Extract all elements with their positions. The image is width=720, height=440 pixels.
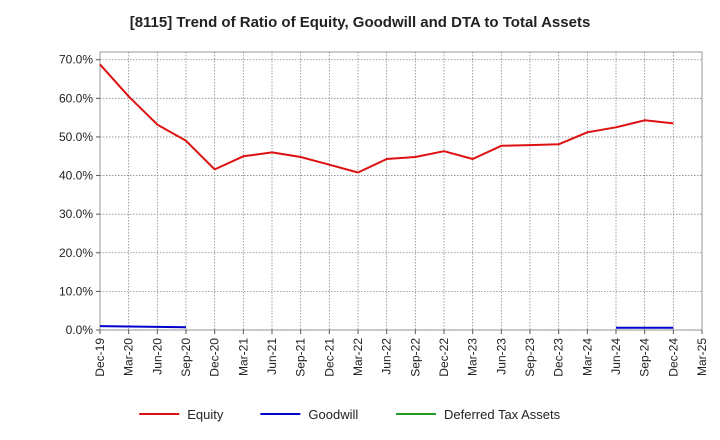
x-tick-label: Mar-22 bbox=[351, 338, 365, 376]
x-tick-label: Sep-20 bbox=[179, 338, 193, 377]
x-tick-label: Dec-22 bbox=[437, 338, 451, 377]
x-tick-label: Mar-20 bbox=[122, 338, 136, 376]
y-tick-label: 30.0% bbox=[59, 207, 93, 221]
x-tick-label: Jun-20 bbox=[150, 338, 164, 375]
x-tick-label: Dec-19 bbox=[93, 338, 107, 377]
x-axis: Dec-19 Mar-20 Jun-20 Sep-20 Dec-20 Mar-21 Jun-… bbox=[93, 330, 709, 377]
y-tick-label: 50.0% bbox=[59, 130, 93, 144]
x-tick-label: Mar-25 bbox=[695, 338, 709, 376]
grid-lines bbox=[100, 52, 702, 331]
y-tick-label: 20.0% bbox=[59, 246, 93, 260]
series-line-equity bbox=[99, 63, 674, 174]
y-tick-label: 10.0% bbox=[59, 284, 93, 298]
x-tick-label: Jun-21 bbox=[265, 338, 279, 375]
y-tick-label: 70.0% bbox=[59, 53, 93, 67]
y-tick-label: 40.0% bbox=[59, 169, 93, 183]
y-axis: 0.0% 10.0% 20.0% 30.0% 40.0% 50.0% 60.0% 70.0% bbox=[59, 53, 100, 337]
legend: Equity Goodwill Deferred Tax Assets bbox=[139, 407, 561, 422]
x-tick-label: Dec-23 bbox=[552, 338, 566, 377]
x-tick-label: Mar-21 bbox=[236, 338, 250, 376]
plot-area bbox=[99, 51, 703, 331]
y-tick-label: 60.0% bbox=[59, 91, 93, 105]
x-tick-label: Sep-21 bbox=[294, 338, 308, 377]
x-tick-label: Dec-24 bbox=[666, 338, 680, 377]
series-line-goodwill bbox=[99, 325, 187, 329]
x-tick-label: Jun-22 bbox=[380, 338, 394, 375]
x-tick-label: Sep-23 bbox=[523, 338, 537, 377]
chart-title: [8115] Trend of Ratio of Equity, Goodwil… bbox=[129, 14, 591, 31]
x-tick-label: Mar-23 bbox=[466, 338, 480, 376]
x-tick-label: Mar-24 bbox=[580, 338, 594, 376]
x-tick-label: Sep-24 bbox=[638, 338, 652, 377]
x-tick-label: Dec-21 bbox=[322, 338, 336, 377]
x-tick-label: Jun-24 bbox=[609, 338, 623, 375]
x-tick-label: Sep-22 bbox=[408, 338, 422, 377]
x-tick-label: Dec-20 bbox=[208, 338, 222, 377]
legend-label-deferred-tax-assets: Deferred Tax Assets bbox=[444, 407, 561, 422]
series-lines bbox=[99, 63, 674, 329]
legend-label-equity: Equity bbox=[187, 407, 224, 422]
y-tick-label: 0.0% bbox=[66, 323, 94, 337]
x-tick-label: Jun-23 bbox=[494, 338, 508, 375]
legend-label-goodwill: Goodwill bbox=[308, 407, 358, 422]
